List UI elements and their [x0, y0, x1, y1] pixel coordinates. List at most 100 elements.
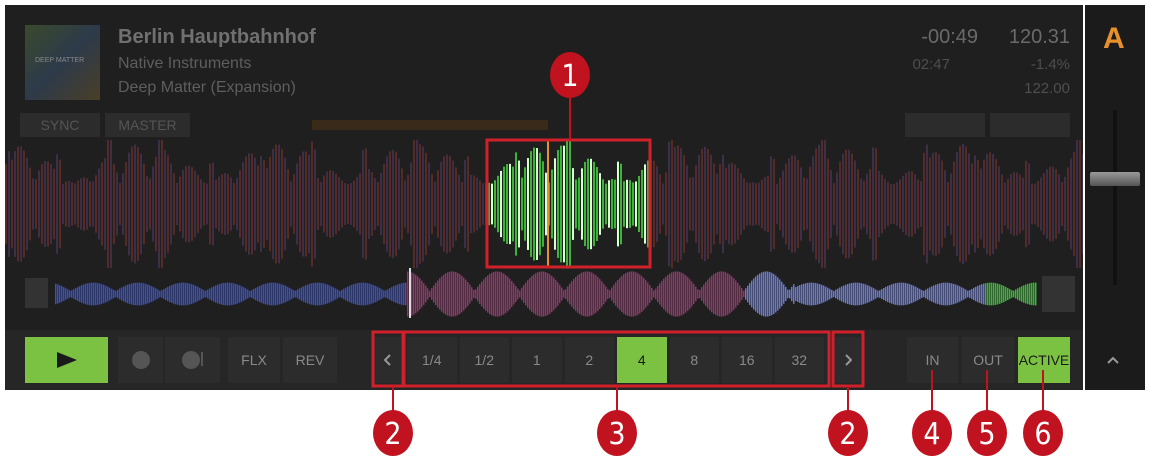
waveform-slice [89, 181, 91, 227]
overview-slice [405, 282, 407, 306]
loop-size-left[interactable] [374, 337, 401, 383]
loop-size-right[interactable] [834, 337, 861, 383]
master-button[interactable]: MASTER [105, 113, 190, 137]
overview-slice [757, 274, 759, 314]
cup-button[interactable] [165, 337, 220, 383]
waveform-slice [689, 177, 691, 231]
overview-slice [305, 285, 307, 303]
overview-slice [65, 288, 67, 300]
waveform-slice [974, 155, 976, 253]
overview-slice [789, 289, 791, 299]
waveform-slice [329, 170, 331, 238]
waveform-slice [776, 183, 778, 225]
loop-size-button[interactable]: 1/4 [407, 337, 457, 383]
beatjump-back[interactable] [905, 113, 985, 137]
loop-size-button[interactable]: 1 [512, 337, 562, 383]
pitch: -1.4% [1030, 56, 1070, 73]
waveform-slice [1070, 158, 1072, 250]
overview-slice [825, 286, 827, 302]
overview-slice [839, 287, 841, 301]
overview-slice [655, 288, 657, 300]
overview-slice [251, 290, 253, 298]
waveform-slice [878, 170, 880, 238]
overview-slice [651, 287, 653, 301]
waveform-slice [680, 148, 682, 260]
overview-slice [495, 271, 497, 317]
overview-slice [981, 284, 983, 304]
waveform-slice [92, 181, 94, 227]
overview-slice [777, 277, 779, 311]
waveform-slice [836, 172, 838, 236]
collapse-button[interactable] [1090, 337, 1135, 383]
cue-icon [131, 351, 150, 369]
waveform-slice [263, 160, 265, 248]
waveform-slice [251, 153, 253, 255]
overview-slice [57, 284, 59, 304]
overview-slice [911, 284, 913, 304]
overview-slice [805, 283, 807, 305]
overview-slice [643, 278, 645, 310]
waveform-slice [1067, 167, 1069, 241]
loop-size-button[interactable]: 2 [564, 337, 614, 383]
overview-slice [669, 273, 671, 315]
overview-slice [195, 285, 197, 303]
waveform-slice [461, 181, 463, 227]
loop-out-button[interactable]: OUT [962, 337, 1014, 383]
waveform-slice [158, 140, 160, 268]
loop-size-button[interactable]: 16 [722, 337, 772, 383]
waveform-slice [875, 148, 877, 260]
flux-button[interactable]: FLX [228, 337, 280, 383]
waveform-slice [617, 161, 619, 247]
overview-slice [151, 286, 153, 302]
waveform-slice [899, 179, 901, 229]
waveform-slice [683, 154, 685, 254]
overview-slice [875, 289, 877, 299]
beatjump-forward[interactable] [990, 113, 1070, 137]
overview-slice [415, 274, 417, 314]
waveform-slice [170, 163, 172, 245]
pitch-fader[interactable] [1090, 110, 1140, 285]
overview-slice [139, 282, 141, 306]
loop-size-button[interactable]: 4 [617, 337, 667, 383]
callout-number: 5 [978, 417, 995, 452]
overview-slice [877, 290, 879, 298]
loop-size-button[interactable]: 32 [774, 337, 824, 383]
waveform-slice [599, 173, 601, 235]
overview-slice [589, 271, 591, 317]
overview-slice [695, 286, 697, 302]
waveform-slice [233, 182, 235, 226]
overview-slice [743, 290, 745, 298]
waveform-slice [632, 182, 634, 226]
overview-slice [619, 277, 621, 311]
play-button[interactable] [25, 337, 108, 383]
overview-slice [529, 278, 531, 310]
overview-slice [429, 290, 431, 298]
overview-slice [211, 287, 213, 301]
overview-slice [935, 284, 937, 304]
waveform-slice [11, 159, 13, 249]
overview-slice [755, 276, 757, 312]
waveform-slice [908, 171, 910, 237]
waveform-slice [791, 155, 793, 253]
overview-slice [727, 273, 729, 315]
overview-slice [553, 277, 555, 311]
reverse-button[interactable]: REV [283, 337, 337, 383]
overview-slice [721, 271, 723, 317]
overview-slice [719, 271, 721, 317]
overview-slice [601, 281, 603, 307]
overview-slice [783, 284, 785, 304]
waveform-slice [1073, 152, 1075, 256]
overview-slice [835, 289, 837, 299]
overview-slice [1021, 286, 1023, 302]
overview-slice [587, 271, 589, 317]
waveform-slice [434, 181, 436, 227]
waveform-slice [581, 168, 583, 240]
overview-slice [1023, 285, 1025, 303]
loop-size-button[interactable]: 8 [669, 337, 719, 383]
overview-slice [443, 274, 445, 314]
sync-button[interactable]: SYNC [20, 113, 100, 137]
cue-button[interactable] [118, 337, 163, 383]
waveform-slice [248, 153, 250, 255]
loop-size-button[interactable]: 1/2 [459, 337, 509, 383]
overview-slice [185, 282, 187, 306]
